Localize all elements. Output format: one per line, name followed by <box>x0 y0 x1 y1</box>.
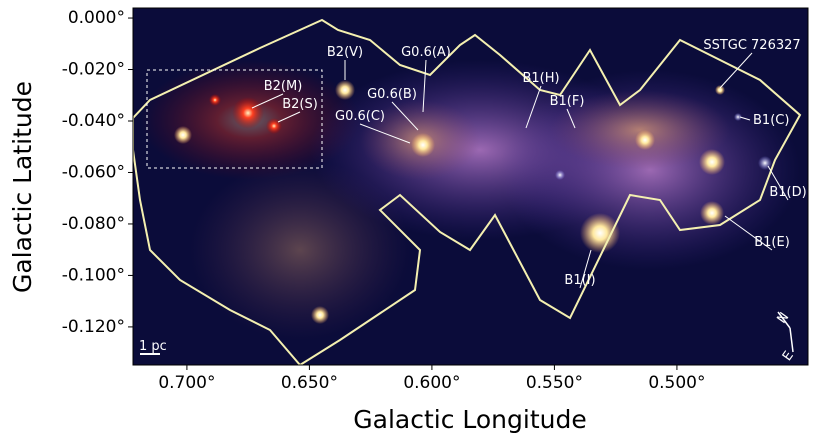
y-tick-label: -0.120° <box>62 317 125 337</box>
annotation-label: G0.6(A) <box>401 45 451 60</box>
y-tick-label: -0.020° <box>62 60 125 80</box>
annotation-label: G0.6(C) <box>335 109 385 124</box>
annotation-label: B1(H) <box>522 71 559 86</box>
annotation-label: SSTGC 726327 <box>703 38 800 53</box>
y-tick-label: -0.040° <box>62 111 125 131</box>
annotation-arrow <box>277 111 301 123</box>
scale-bar-label: 1 pc <box>139 339 167 354</box>
annotation-arrow <box>724 215 773 251</box>
zoom-box <box>146 69 323 169</box>
annotation-arrow <box>359 123 411 144</box>
annotation-arrow <box>767 165 789 201</box>
annotation-label: B2(V) <box>327 45 363 60</box>
x-axis-label: Galactic Longitude <box>353 405 586 434</box>
sky-image <box>133 8 808 365</box>
annotation-arrow <box>525 85 542 129</box>
annotation-arrow <box>391 101 419 131</box>
annotation-arrow <box>566 108 576 129</box>
annotation-label: B2(M) <box>264 79 303 94</box>
plot-frame <box>132 7 809 366</box>
compass-arrow <box>777 311 791 329</box>
x-tick-label: 0.650° <box>281 373 338 393</box>
y-axis-label: Galactic Latitude <box>8 81 37 293</box>
y-tick-label: -0.080° <box>62 214 125 234</box>
annotation-arrow <box>422 59 427 113</box>
annotation-arrow <box>251 93 284 109</box>
annotation-label: B1(D) <box>769 185 806 200</box>
annotation-arrow <box>739 116 751 121</box>
x-tick-label: 0.500° <box>648 373 705 393</box>
coverage-outline <box>133 18 802 365</box>
y-tick-label: -0.100° <box>62 265 125 285</box>
compass-arrow <box>789 327 794 353</box>
y-tick-label: -0.060° <box>62 162 125 182</box>
annotation-label: B1(F) <box>550 94 585 109</box>
annotation-label: B2(S) <box>282 97 318 112</box>
y-tick-label: 0.000° <box>68 8 125 28</box>
annotation-arrow <box>579 249 592 289</box>
annotation-label: B1(C) <box>753 113 789 128</box>
annotation-label: B1(I) <box>564 273 595 288</box>
x-tick-label: 0.700° <box>158 373 215 393</box>
annotation-arrow <box>719 52 753 89</box>
annotation-label: G0.6(B) <box>367 87 417 102</box>
annotation-label: B1(E) <box>754 235 790 250</box>
x-tick-label: 0.550° <box>526 373 583 393</box>
x-tick-label: 0.600° <box>403 373 460 393</box>
